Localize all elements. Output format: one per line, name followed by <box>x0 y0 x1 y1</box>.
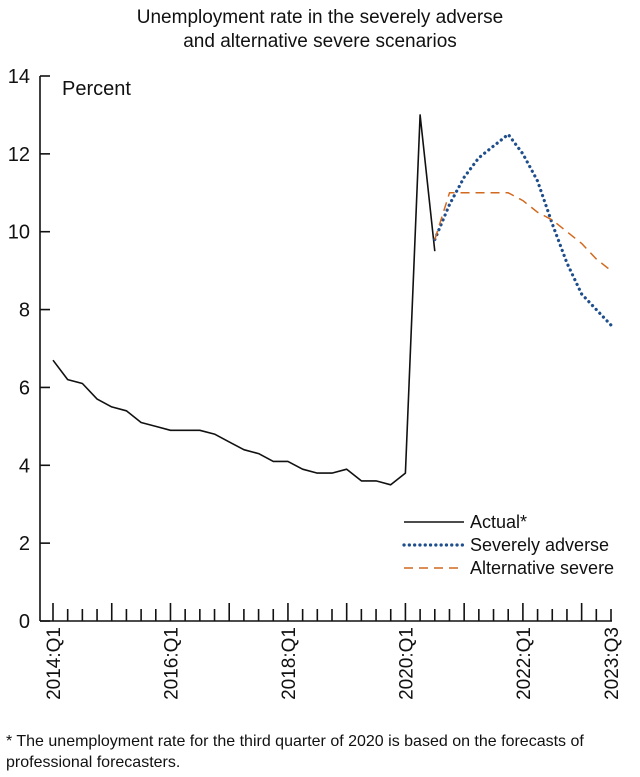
series-line-2 <box>434 192 612 272</box>
x-tick-label: 2022:Q1 <box>514 627 535 700</box>
line-chart: 0 2 4 6 8 10 12 14 Percent 2014:Q1 2016:Q1 2018:Q1 2… <box>8 66 623 700</box>
y-tick-label: 12 <box>8 144 30 166</box>
x-tick-label: 2014:Q1 <box>44 627 65 700</box>
x-tick-label: 2023:Q3 <box>602 627 623 700</box>
y-tick-label: 10 <box>8 222 30 244</box>
chart-title: Unemployment rate in the severely advers… <box>0 6 640 54</box>
y-tick-label: 8 <box>19 300 30 322</box>
legend-label-2: Alternative severe <box>470 558 614 578</box>
chart-title-line-1: Unemployment rate in the severely advers… <box>136 7 504 28</box>
x-tick-label: 2020:Q1 <box>396 627 417 700</box>
legend-label-1: Severely adverse <box>470 535 609 555</box>
y-tick-label: 2 <box>19 533 30 555</box>
y-axis-label: Percent <box>62 78 131 100</box>
y-tick-label: 4 <box>19 455 30 477</box>
x-tick-label: 2018:Q1 <box>279 627 300 700</box>
y-tick-label: 0 <box>19 611 30 633</box>
y-tick-label: 14 <box>8 66 30 88</box>
y-tick-label: 6 <box>19 377 30 399</box>
series-line-1 <box>433 132 613 327</box>
footnote: * The unemployment rate for the third qu… <box>6 733 584 771</box>
legend-label-0: Actual* <box>470 512 527 532</box>
chart-title-line-2: and alternative severe scenarios <box>183 31 457 52</box>
series-line-0 <box>52 114 436 486</box>
x-tick-label: 2016:Q1 <box>161 627 182 700</box>
